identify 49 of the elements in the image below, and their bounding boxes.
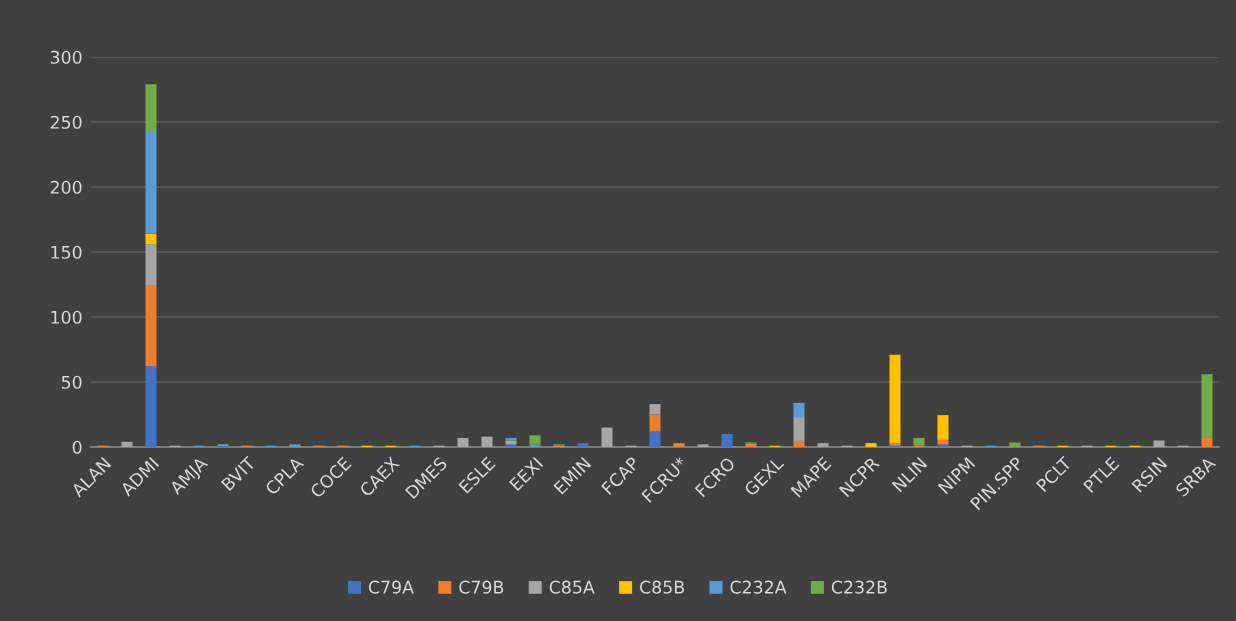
bar bbox=[649, 431, 661, 447]
y-tick-label: 0 bbox=[72, 440, 82, 454]
bar bbox=[865, 443, 877, 447]
y-tick-label: 200 bbox=[50, 180, 82, 194]
y-tick-label: 250 bbox=[50, 115, 82, 129]
bar bbox=[1201, 437, 1213, 447]
bar bbox=[793, 441, 805, 447]
bar bbox=[937, 439, 949, 445]
bar bbox=[145, 285, 157, 367]
bar bbox=[481, 436, 493, 447]
legend-label: C85A bbox=[549, 580, 595, 594]
legend-label: C79B bbox=[459, 580, 504, 594]
bar bbox=[145, 84, 157, 132]
bar bbox=[577, 443, 589, 447]
y-tick-label: 100 bbox=[51, 310, 82, 324]
y-tick-label: 50 bbox=[61, 375, 82, 389]
bar bbox=[121, 441, 133, 447]
bar bbox=[1201, 374, 1213, 438]
legend-label: C232A bbox=[730, 580, 787, 594]
bar bbox=[937, 415, 949, 440]
bar bbox=[889, 354, 901, 444]
bar bbox=[145, 244, 157, 286]
bar bbox=[817, 443, 829, 447]
bar bbox=[649, 414, 661, 432]
bar bbox=[601, 427, 613, 447]
bar bbox=[289, 444, 301, 447]
bar bbox=[457, 437, 469, 447]
bar bbox=[937, 444, 949, 447]
bar bbox=[505, 444, 517, 447]
bar bbox=[529, 444, 541, 447]
bar bbox=[1153, 440, 1165, 447]
bar bbox=[145, 366, 157, 447]
legend-label: C79A bbox=[368, 580, 414, 594]
bar bbox=[145, 131, 157, 234]
bar bbox=[145, 233, 157, 245]
bar bbox=[793, 402, 805, 418]
bar bbox=[505, 437, 517, 441]
legend-label: C232B bbox=[831, 580, 887, 594]
bar bbox=[793, 417, 805, 442]
bar bbox=[721, 434, 733, 447]
bar bbox=[697, 444, 709, 447]
bar bbox=[649, 404, 661, 415]
bar bbox=[1009, 442, 1021, 447]
y-tick-label: 150 bbox=[51, 245, 82, 259]
y-tick-label: 300 bbox=[50, 50, 82, 64]
bar bbox=[673, 443, 685, 447]
bar bbox=[913, 437, 925, 446]
bar bbox=[529, 435, 541, 445]
legend-label: C85B bbox=[640, 580, 684, 594]
